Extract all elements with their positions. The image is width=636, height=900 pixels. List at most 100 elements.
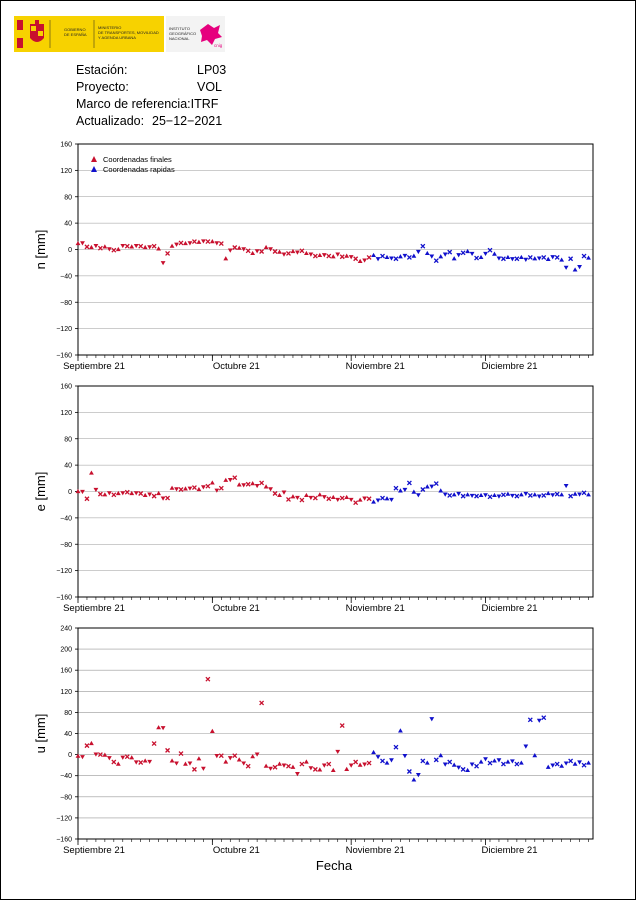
- data-point: [568, 758, 574, 764]
- data-point: [384, 760, 390, 765]
- data-point: [227, 478, 233, 483]
- data-point: [451, 492, 457, 497]
- data-point: [465, 767, 471, 773]
- data-point: [178, 240, 184, 246]
- data-point: [321, 495, 327, 500]
- y-tick-label: 160: [60, 668, 72, 675]
- data-point: [500, 256, 506, 262]
- data-point: [550, 493, 556, 498]
- legend: Coordenadas finales Coordenadas rapidas: [91, 155, 175, 174]
- data-point: [263, 484, 269, 489]
- legend-final-label: Coordenadas finales: [103, 155, 172, 164]
- data-point: [545, 764, 551, 769]
- plot-frame: [77, 143, 594, 356]
- updated-label: Actualizado:: [76, 114, 145, 128]
- data-point: [151, 243, 157, 249]
- data-point: [250, 754, 256, 759]
- data-point: [469, 493, 475, 499]
- data-point: [93, 487, 99, 493]
- data-point: [420, 243, 426, 249]
- data-point: [129, 244, 135, 249]
- data-point: [389, 758, 394, 763]
- data-point: [554, 761, 560, 767]
- data-point: [380, 253, 385, 259]
- data-point: [308, 495, 314, 501]
- data-point: [339, 254, 345, 260]
- data-point: [295, 250, 300, 255]
- data-point: [487, 760, 493, 766]
- data-point: [536, 718, 542, 723]
- data-point: [514, 493, 520, 499]
- y-tick-label: 0: [68, 752, 72, 759]
- data-point: [559, 763, 565, 768]
- data-point: [465, 248, 471, 254]
- data-point: [156, 246, 162, 251]
- data-point: [474, 493, 480, 499]
- y-tick-label: 160: [60, 142, 72, 149]
- data-point: [518, 492, 524, 497]
- data-point: [398, 728, 403, 733]
- data-point: [236, 245, 242, 250]
- data-point: [236, 482, 242, 487]
- data-point: [303, 759, 309, 764]
- data-point: [115, 761, 121, 766]
- data-point: [299, 248, 305, 254]
- logo3-line2: GEOGRÁFICO: [169, 31, 197, 36]
- data-point: [254, 483, 260, 489]
- x-tick-label: Noviembre 21: [346, 603, 405, 614]
- y-tick-label: 200: [60, 647, 72, 654]
- data-point: [187, 241, 193, 246]
- data-point: [299, 761, 305, 767]
- chart-north: −160 −120 −80 −40 0 40 80 120 160 Septiembre 21 Oc…: [33, 142, 594, 372]
- data-point: [433, 481, 439, 487]
- project-label: Proyecto:: [76, 80, 129, 94]
- data-point: [209, 728, 215, 733]
- header-logos: GOBIERNO DE ESPAÑA MINISTERIO DE TRANSPO…: [14, 16, 225, 52]
- data-point: [460, 766, 466, 772]
- data-point: [281, 763, 287, 768]
- y-axis-label: u [mm]: [33, 714, 48, 754]
- data-point: [89, 740, 94, 746]
- data-point: [245, 481, 251, 487]
- station-row: Estación: LP03: [76, 62, 226, 79]
- data-point: [411, 489, 417, 494]
- data-point: [456, 491, 462, 497]
- data-point: [133, 760, 139, 765]
- data-point: [263, 244, 269, 250]
- logo3-line1: INSTITUTO: [169, 26, 191, 31]
- data-point: [572, 491, 578, 496]
- data-point: [84, 743, 90, 749]
- data-point: [250, 480, 256, 486]
- data-point: [469, 251, 475, 257]
- data-point: [429, 484, 435, 489]
- frame-value: ITRF: [190, 97, 219, 111]
- data-point: [241, 761, 247, 766]
- data-point: [541, 254, 547, 260]
- data-point: [371, 499, 376, 504]
- data-point: [147, 759, 153, 765]
- data-point: [411, 777, 417, 782]
- data-point: [321, 763, 327, 768]
- y-tick-label: 40: [64, 731, 72, 738]
- data-point: [447, 759, 453, 765]
- logo2-line1: MINISTERIO: [98, 25, 122, 30]
- data-point: [102, 244, 108, 249]
- x-tick-label: Diciembre 21: [482, 361, 538, 372]
- data-point: [438, 254, 444, 259]
- data-point: [214, 241, 220, 246]
- data-point: [339, 723, 345, 729]
- data-point: [89, 470, 94, 475]
- data-point: [218, 753, 224, 759]
- data-point: [97, 752, 103, 758]
- data-point: [191, 766, 197, 772]
- station-value: LP03: [197, 63, 227, 77]
- data-point: [398, 254, 403, 259]
- data-point: [169, 243, 175, 248]
- data-point: [214, 488, 220, 493]
- data-point: [259, 249, 265, 254]
- data-point: [380, 758, 385, 764]
- data-point: [357, 762, 363, 767]
- data-point: [281, 490, 287, 495]
- data-point: [460, 250, 466, 256]
- x-tick-label: Septiembre 21: [63, 845, 125, 856]
